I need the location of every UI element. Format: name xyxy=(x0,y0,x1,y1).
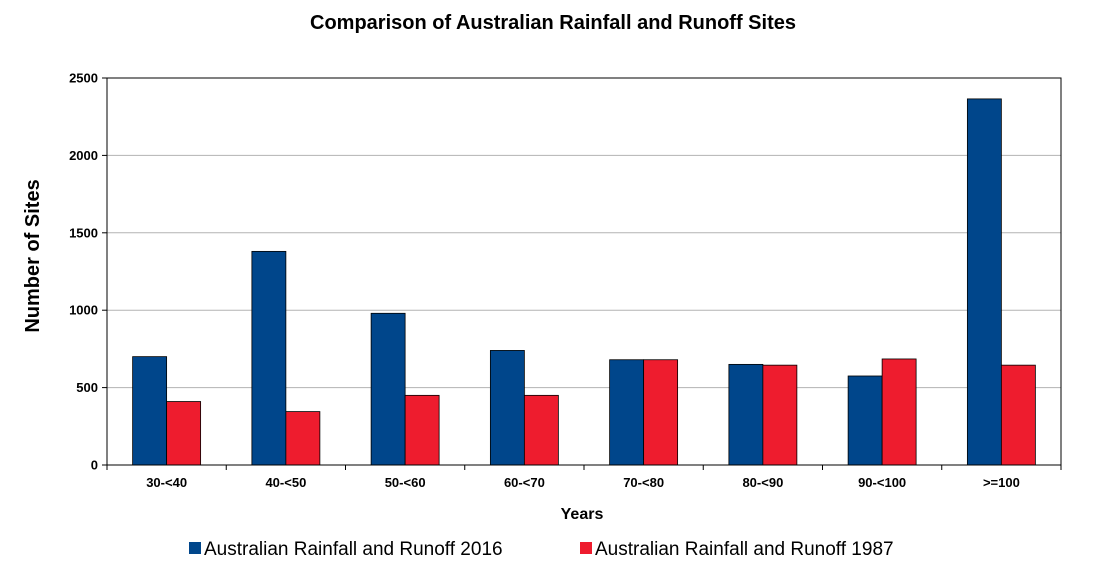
bar-2016 xyxy=(370,312,406,466)
y-tick-label: 500 xyxy=(76,380,98,395)
x-tick-label: 30-<40 xyxy=(146,475,187,490)
x-axis-label: Years xyxy=(561,506,604,523)
y-tick-label: 2000 xyxy=(69,148,98,163)
bar-2016 xyxy=(489,350,525,466)
bar-1987 xyxy=(881,358,917,466)
bar-2016 xyxy=(132,356,168,466)
bar-2016 xyxy=(847,375,883,466)
y-tick-label: 1000 xyxy=(69,303,98,318)
x-tick-label: 90-<100 xyxy=(858,475,906,490)
bar-1987 xyxy=(523,394,559,466)
bar-1987 xyxy=(643,359,679,466)
x-tick-label: 60-<70 xyxy=(504,475,545,490)
legend-label-1987: Australian Rainfall and Runoff 1987 xyxy=(595,539,894,560)
legend-label-2016: Australian Rainfall and Runoff 2016 xyxy=(204,539,503,560)
legend-swatch-2016 xyxy=(189,542,201,554)
y-tick-label: 2500 xyxy=(69,71,98,86)
x-tick-label: 50-<60 xyxy=(385,475,426,490)
x-axis-tick-labels: 30-<40 40-<50 50-<60 60-<70 70-<80 80-<90 90-<… xyxy=(146,475,1020,490)
bar-1987 xyxy=(1000,364,1036,466)
x-tick-label: 70-<80 xyxy=(623,475,664,490)
y-axis-label: Number of Sites xyxy=(22,179,44,332)
axis-ticks xyxy=(102,77,1062,470)
gridlines xyxy=(107,154,1061,389)
bar-2016 xyxy=(966,98,1002,466)
bar-1987 xyxy=(166,401,202,466)
bar-2016 xyxy=(728,363,764,466)
x-tick-label: >=100 xyxy=(983,475,1020,490)
legend: Australian Rainfall and Runoff 2016 Aust… xyxy=(189,539,894,560)
y-tick-label: 0 xyxy=(91,458,98,473)
x-tick-label: 80-<90 xyxy=(742,475,783,490)
y-tick-label: 1500 xyxy=(69,225,98,240)
x-tick-label: 40-<50 xyxy=(265,475,306,490)
bar-1987 xyxy=(285,411,321,466)
bar-2016 xyxy=(609,359,645,466)
plot-area xyxy=(106,77,1062,466)
chart-title: Comparison of Australian Rainfall and Ru… xyxy=(310,12,796,34)
bar-1987 xyxy=(404,394,440,466)
y-axis-tick-labels: 0 500 1000 1500 2000 2500 xyxy=(69,71,98,473)
bar-2016 xyxy=(251,250,287,466)
bars xyxy=(132,98,1036,466)
bar-1987 xyxy=(762,364,798,466)
legend-swatch-1987 xyxy=(580,542,592,554)
